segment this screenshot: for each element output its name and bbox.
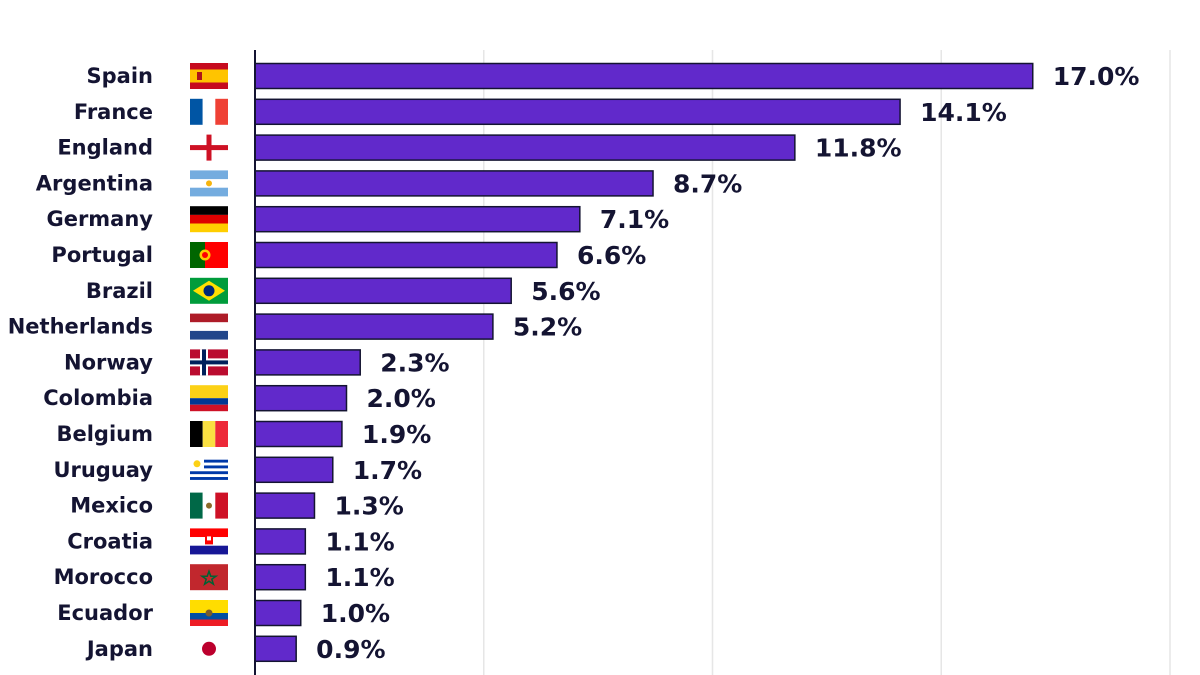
category-label: Argentina [36,171,153,195]
category-label: France [74,100,153,124]
value-label: 5.2% [513,313,582,342]
france-flag-icon [190,98,228,125]
brazil-flag-icon [190,277,228,304]
value-labels: 17.0% 14.1% 11.8% 8.7%7.1% 6.6% 5.6% 5.2% 2.3% 2… [316,62,1139,664]
value-label: 1.3% [334,492,403,521]
category-labels: Spain France England Argentina Germany Portug… [8,64,154,661]
bar-belgium [254,420,343,448]
bar-japan [254,635,297,663]
value-label: 2.0% [367,384,436,413]
category-label: England [57,136,153,160]
value-label: 2.3% [380,348,449,377]
bar-mexico [254,492,316,519]
mexico-flag-icon [190,492,228,519]
category-label: Colombia [43,386,153,410]
value-label: 17.0% [1053,62,1140,91]
bar-uruguay [254,456,334,484]
bar-netherlands [254,313,494,340]
japan-flag-icon [190,635,228,662]
spain-flag-icon [190,63,228,89]
bar-brazil [254,277,512,305]
bar-france [254,98,901,126]
value-label: 14.1% [920,98,1007,127]
value-label: 5.6% [531,277,600,306]
germany-flag-icon [190,206,228,233]
category-label: Germany [46,207,153,231]
bar-colombia [254,384,348,412]
argentina-flag-icon [190,170,228,197]
category-label: Belgium [56,422,153,446]
value-label: 1.0% [321,599,390,628]
category-label: Japan [85,637,153,661]
ecuador-flag-icon [190,600,228,626]
bar-england [254,134,796,161]
value-label: 1.1% [325,527,394,556]
bar-ecuador [254,599,302,627]
croatia-flag-icon [190,528,228,555]
value-label: 8.7% [673,169,742,198]
value-label: 1.7% [353,456,422,485]
category-label: Ecuador [57,601,153,625]
value-label: 1.1% [325,563,394,592]
bar-germany [254,205,581,233]
bar-morocco [254,563,307,591]
value-label: 0.9% [316,635,385,664]
england-flag-icon [190,134,228,161]
belgium-flag-icon [190,421,228,447]
category-label: Norway [64,350,153,374]
category-label: Morocco [54,565,153,589]
morocco-flag-icon [190,564,228,591]
bars [254,62,1034,663]
norway-flag-icon [190,349,228,376]
bar-croatia [254,528,307,555]
flags [190,63,228,662]
bar-portugal [254,241,558,269]
netherlands-flag-icon [190,313,228,340]
category-label: Portugal [51,243,153,267]
portugal-flag-icon [190,242,228,268]
value-label: 6.6% [577,241,646,270]
bar-argentina [254,170,654,197]
bar-norway [254,349,361,376]
category-label: Mexico [70,494,153,518]
colombia-flag-icon [190,385,228,412]
category-label: Uruguay [53,458,153,482]
category-label: Netherlands [8,315,153,339]
category-label: Spain [87,64,153,88]
value-label: 1.9% [362,420,431,449]
uruguay-flag-icon [190,456,228,483]
category-label: Brazil [86,279,153,303]
value-label: 7.1% [600,205,669,234]
category-label: Croatia [67,529,153,553]
value-label: 11.8% [815,134,902,163]
bar-spain [254,62,1034,90]
